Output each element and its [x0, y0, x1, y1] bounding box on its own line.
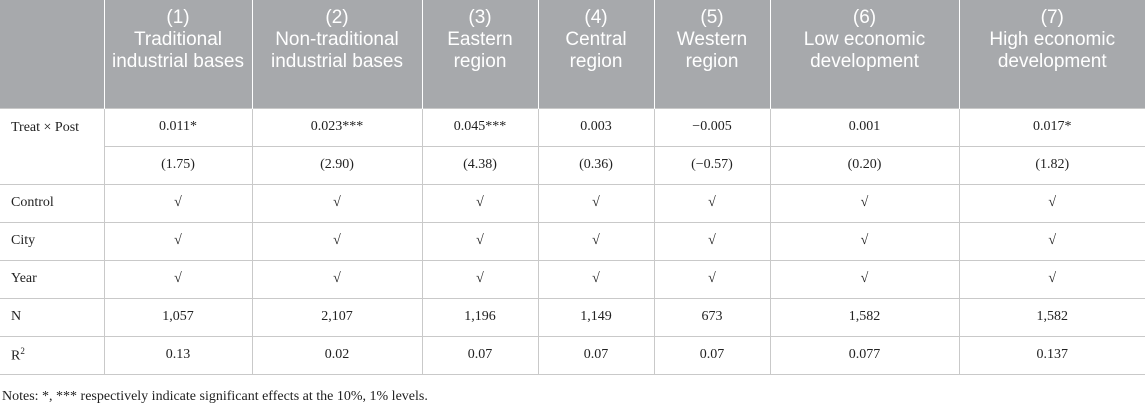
r2-cell: 0.07: [421, 335, 539, 375]
column-label: Traditional industrial bases: [111, 29, 245, 72]
tstat-cell: (0.36): [537, 145, 655, 185]
checkmark-cell: √: [537, 259, 655, 299]
tstat-cell: (1.82): [958, 145, 1145, 185]
observations-cell: 1,149: [537, 297, 655, 337]
table-row-tstat: (1.75) (2.90) (4.38) (0.36) (−0.57) (0.2…: [0, 145, 1145, 185]
column-header-1: (1) Traditional industrial bases: [104, 0, 253, 108]
checkmark-cell: √: [769, 183, 960, 223]
observations-cell: 2,107: [251, 297, 423, 337]
column-number: (5): [700, 7, 724, 28]
observations-cell: 1,582: [958, 297, 1145, 337]
tstat-cell: (0.20): [769, 145, 960, 185]
column-number: (6): [852, 7, 877, 28]
column-label: Low economic development: [803, 29, 926, 72]
table-row-control: Control √ √ √ √ √ √ √: [0, 183, 1145, 223]
coefficient-cell: 0.045***: [421, 107, 539, 147]
column-number: (3): [468, 7, 492, 28]
column-number: (7): [1040, 7, 1064, 28]
observations-cell: 1,057: [103, 297, 253, 337]
checkmark-cell: √: [251, 221, 423, 261]
column-number: (2): [325, 7, 349, 28]
table-row-n: N 1,057 2,107 1,196 1,149 673 1,582 1,58…: [0, 297, 1145, 337]
checkmark-cell: √: [103, 221, 253, 261]
checkmark-cell: √: [769, 221, 960, 261]
r2-cell: 0.137: [958, 335, 1145, 375]
coefficient-cell: 0.001: [769, 107, 960, 147]
row-label-r2: R2: [0, 335, 105, 375]
column-label: Eastern region: [447, 29, 513, 72]
checkmark-cell: √: [653, 221, 771, 261]
observations-cell: 1,196: [421, 297, 539, 337]
coefficient-cell: 0.003: [537, 107, 655, 147]
table-row-year: Year √ √ √ √ √ √ √: [0, 259, 1145, 299]
table-row-r2: R2 0.13 0.02 0.07 0.07 0.07 0.077 0.137: [0, 335, 1145, 375]
table-notes: Notes: *, *** respectively indicate sign…: [2, 389, 428, 404]
checkmark-cell: √: [103, 259, 253, 299]
header-corner-cell: [0, 0, 105, 108]
checkmark-cell: √: [653, 183, 771, 223]
results-table: (1) Traditional industrial bases (2) Non-t…: [0, 0, 1145, 375]
column-label: High economic development: [989, 29, 1116, 72]
row-label-n: N: [0, 297, 105, 337]
table-row-city: City √ √ √ √ √ √ √: [0, 221, 1145, 261]
tstat-cell: (4.38): [421, 145, 539, 185]
checkmark-cell: √: [421, 221, 539, 261]
tstat-cell: (1.75): [104, 145, 253, 185]
column-header-3: (3) Eastern region: [422, 0, 539, 108]
row-label-city: City: [0, 221, 105, 261]
r2-label-superscript: 2: [20, 345, 25, 356]
coefficient-cell: −0.005: [653, 107, 771, 147]
r2-cell: 0.07: [653, 335, 771, 375]
coefficient-cell: 0.023***: [251, 107, 423, 147]
checkmark-cell: √: [251, 259, 423, 299]
observations-cell: 1,582: [769, 297, 960, 337]
checkmark-cell: √: [537, 183, 655, 223]
column-number: (1): [166, 7, 190, 28]
tstat-cell: (−0.57): [653, 145, 771, 185]
checkmark-cell: √: [421, 259, 539, 299]
observations-cell: 673: [653, 297, 771, 337]
checkmark-cell: √: [251, 183, 423, 223]
tstat-cell: (2.90): [251, 145, 423, 185]
checkmark-cell: √: [537, 221, 655, 261]
column-header-5: (5) Western region: [654, 0, 771, 108]
checkmark-cell: √: [958, 183, 1145, 223]
column-label: Non-traditional industrial bases: [270, 29, 404, 72]
column-label: Western region: [676, 29, 748, 72]
table-row-coefficient: Treat × Post 0.011* 0.023*** 0.045*** 0.…: [0, 107, 1145, 185]
checkmark-cell: √: [958, 259, 1145, 299]
header-row: (1) Traditional industrial bases (2) Non-t…: [0, 0, 1145, 108]
column-header-4: (4) Central region: [538, 0, 655, 108]
row-label-control: Control: [0, 183, 105, 223]
column-label: Central region: [565, 29, 627, 72]
r2-label-text: R: [11, 348, 21, 364]
column-header-2: (2) Non-traditional industrial bases: [252, 0, 423, 108]
r2-cell: 0.02: [251, 335, 423, 375]
r2-cell: 0.077: [769, 335, 960, 375]
checkmark-cell: √: [653, 259, 771, 299]
r2-cell: 0.13: [103, 335, 253, 375]
checkmark-cell: √: [421, 183, 539, 223]
column-header-6: (6) Low economic development: [770, 0, 960, 108]
column-header-7: (7) High economic development: [959, 0, 1145, 108]
row-label-treat-post: Treat × Post: [0, 107, 105, 185]
checkmark-cell: √: [103, 183, 253, 223]
coefficient-cell: 0.017*: [958, 107, 1145, 147]
checkmark-cell: √: [769, 259, 960, 299]
coefficient-cell: 0.011*: [103, 107, 253, 147]
column-number: (4): [584, 7, 608, 28]
r2-cell: 0.07: [537, 335, 655, 375]
row-label-year: Year: [0, 259, 105, 299]
checkmark-cell: √: [958, 221, 1145, 261]
